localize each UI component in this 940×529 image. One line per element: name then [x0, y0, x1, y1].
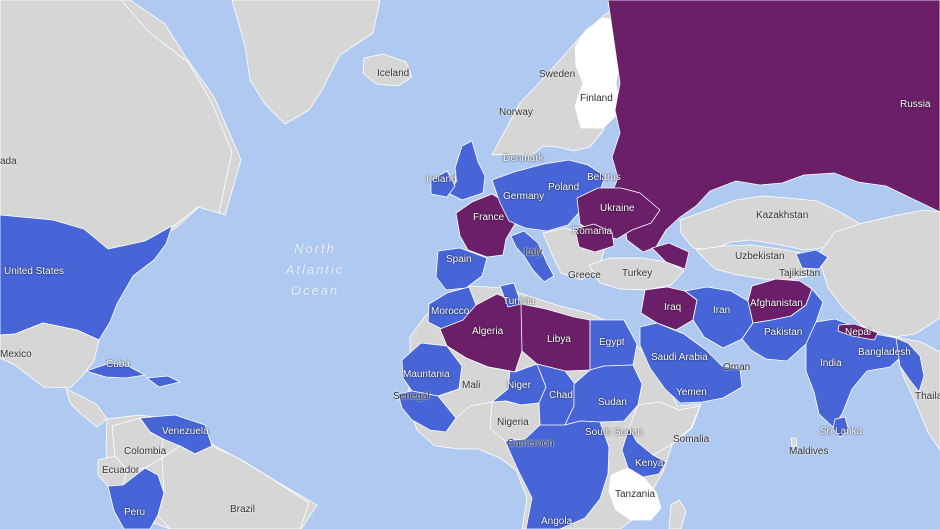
- iceland-land[interactable]: [362, 53, 413, 87]
- country-label-france[interactable]: France: [473, 212, 505, 223]
- country-label-angola[interactable]: Angola: [541, 516, 573, 527]
- turkey-country[interactable]: [588, 257, 685, 291]
- country-label-nepal[interactable]: Nepal: [845, 327, 872, 338]
- country-label-uzbekistan[interactable]: Uzbekistan: [735, 251, 785, 262]
- country-label-mexico[interactable]: Mexico: [0, 349, 32, 360]
- tajikistan-country[interactable]: [795, 249, 829, 270]
- country-label-sri-lanka[interactable]: Sri Lanka: [820, 426, 863, 437]
- sudan-country[interactable]: [564, 364, 643, 426]
- country-label-spain[interactable]: Spain: [446, 254, 472, 265]
- central-africa-country[interactable]: [504, 420, 610, 529]
- country-label-italy[interactable]: Italy: [524, 247, 543, 258]
- country-label-norway[interactable]: Norway: [499, 107, 533, 118]
- country-label-bangladesh[interactable]: Bangladesh: [858, 347, 911, 358]
- country-label-turkey[interactable]: Turkey: [622, 268, 653, 279]
- country-label-sweden[interactable]: Sweden: [539, 69, 576, 80]
- country-label-iraq[interactable]: Iraq: [664, 302, 682, 313]
- country-label-saudi-arabia[interactable]: Saudi Arabia: [651, 352, 708, 363]
- country-label-iceland[interactable]: Iceland: [377, 68, 410, 79]
- country-label-finland[interactable]: Finland: [580, 93, 613, 104]
- country-label-romania[interactable]: Romania: [572, 226, 613, 237]
- country-label-niger[interactable]: Niger: [507, 380, 531, 391]
- country-label-nigeria[interactable]: Nigeria: [497, 417, 529, 428]
- country-label-south-sudan[interactable]: South Sudan: [585, 427, 643, 438]
- greenland-land[interactable]: [231, 0, 381, 125]
- ocean-name-line-2: Atlantic: [285, 262, 345, 277]
- country-label-cuba[interactable]: Cuba: [106, 359, 130, 370]
- country-label-maldives[interactable]: Maldives: [789, 446, 829, 457]
- country-label-germany[interactable]: Germany: [503, 191, 545, 202]
- country-label-libya[interactable]: Libya: [547, 334, 571, 345]
- ocean-name-line-3: Ocean: [290, 283, 340, 298]
- country-label-pakistan[interactable]: Pakistan: [764, 327, 803, 338]
- country-label-yemen[interactable]: Yemen: [676, 387, 707, 398]
- france-country[interactable]: [455, 193, 516, 258]
- caucasus-country[interactable]: [651, 242, 690, 270]
- italy-country[interactable]: [510, 230, 555, 283]
- country-label-united-states[interactable]: United States: [4, 266, 65, 277]
- country-label-tunisia[interactable]: Tunisia: [503, 296, 535, 307]
- tanzania-country[interactable]: [608, 467, 662, 521]
- country-label-morocco[interactable]: Morocco: [431, 306, 470, 317]
- arabia-country[interactable]: [639, 322, 743, 404]
- country-label-belarus[interactable]: Belarus: [587, 172, 621, 183]
- west-africa-country[interactable]: [397, 390, 457, 433]
- country-label-colombia[interactable]: Colombia: [124, 446, 167, 457]
- country-label-ireland[interactable]: Ireland: [426, 174, 457, 185]
- country-label-greece[interactable]: Greece: [568, 270, 601, 281]
- myanmar-country[interactable]: [895, 337, 925, 393]
- ireland-country[interactable]: [430, 170, 456, 198]
- country-label-mauritania[interactable]: Mauritania: [403, 369, 450, 380]
- romania-country[interactable]: [574, 223, 615, 253]
- kenya-country[interactable]: [621, 427, 667, 478]
- country-label-ecuador[interactable]: Ecuador: [102, 465, 140, 476]
- central-america-land[interactable]: [65, 388, 108, 428]
- iberia-country[interactable]: [435, 247, 488, 291]
- cuba-country[interactable]: [85, 362, 146, 379]
- country-label-denmark[interactable]: Denmark: [503, 153, 544, 164]
- country-label-kazakhstan[interactable]: Kazakhstan: [756, 210, 809, 221]
- maldives-land[interactable]: [790, 437, 798, 447]
- east-asia-land[interactable]: [817, 209, 940, 338]
- brazil-land[interactable]: [157, 445, 310, 529]
- country-label-senegal[interactable]: Senegal: [393, 391, 430, 402]
- ocean-name-line-1: North: [294, 241, 336, 256]
- country-label-canada[interactable]: ada: [0, 156, 17, 167]
- country-label-sudan[interactable]: Sudan: [598, 397, 627, 408]
- country-label-russia[interactable]: Russia: [900, 99, 931, 110]
- country-label-venezuela[interactable]: Venezuela: [162, 426, 209, 437]
- country-label-poland[interactable]: Poland: [548, 182, 580, 193]
- country-label-peru[interactable]: Peru: [124, 507, 146, 518]
- country-label-somalia[interactable]: Somalia: [673, 434, 710, 445]
- nepal-country[interactable]: [837, 323, 879, 341]
- country-label-tajikistan[interactable]: Tajikistan: [779, 268, 821, 279]
- country-label-algeria[interactable]: Algeria: [472, 326, 504, 337]
- country-label-kenya[interactable]: Kenya: [635, 458, 664, 469]
- ocean-label: North Atlantic Ocean: [270, 238, 360, 301]
- madagascar-country[interactable]: [668, 499, 687, 529]
- country-label-iran[interactable]: Iran: [713, 305, 731, 316]
- sri-lanka-country[interactable]: [832, 416, 850, 438]
- country-label-oman[interactable]: Oman: [723, 362, 751, 373]
- country-label-brazil[interactable]: Brazil: [230, 504, 256, 515]
- country-label-ukraine[interactable]: Ukraine: [600, 203, 635, 214]
- mali-country[interactable]: [437, 345, 511, 419]
- russia-country[interactable]: [607, 0, 940, 253]
- country-label-india[interactable]: India: [820, 358, 842, 369]
- country-label-thailand[interactable]: Thaila: [915, 391, 940, 402]
- country-label-afghanistan[interactable]: Afghanistan: [750, 298, 803, 309]
- hispaniola-country[interactable]: [146, 375, 181, 388]
- country-label-egypt[interactable]: Egypt: [599, 337, 625, 348]
- country-label-chad[interactable]: Chad: [549, 390, 573, 401]
- pakistan-country[interactable]: [741, 288, 824, 362]
- india-country[interactable]: [805, 318, 904, 428]
- country-label-cameroon[interactable]: Cameroon: [507, 438, 554, 449]
- country-label-mali[interactable]: Mali: [462, 380, 481, 391]
- country-label-tanzania[interactable]: Tanzania: [615, 489, 656, 500]
- mexico-land[interactable]: [0, 322, 100, 389]
